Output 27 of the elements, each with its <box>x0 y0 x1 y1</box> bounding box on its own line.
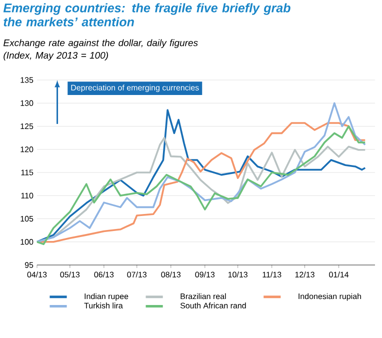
chart-title: Emerging countries: the fragile five briefly grab the markets’ attention <box>3 3 290 26</box>
y-tick-label: 105 <box>20 216 34 222</box>
y-tick-label: 130 <box>20 100 34 106</box>
x-tick-label: 05/13 <box>60 272 80 278</box>
x-tick-label: 01/14 <box>329 272 349 278</box>
x-tick-label: 08/13 <box>161 272 181 278</box>
x-tick-label: 11/13 <box>262 272 282 278</box>
y-tick-label: 135 <box>20 77 34 83</box>
y-tick-label: 115 <box>21 170 34 176</box>
x-tick-label: 10/13 <box>228 272 248 278</box>
y-tick-label: 95 <box>24 262 34 268</box>
chart-subtitle: Exchange rate against the dollar, daily figures (Index, May 2013 = 100) <box>4 39 198 61</box>
x-tick-label: 04/13 <box>27 272 47 278</box>
y-tick-label: 125 <box>20 123 34 130</box>
x-tick-label: 09/13 <box>195 272 215 278</box>
legend-label: Indonesian rupiah <box>298 293 361 301</box>
y-tick-label: 120 <box>20 146 34 152</box>
x-tick-label: 07/13 <box>127 272 147 278</box>
legend-label: Turkish lira <box>84 302 123 308</box>
x-tick-label: 06/13 <box>94 272 114 278</box>
annotation: Depreciation of emerging currencies <box>71 84 199 92</box>
y-tick-label: 110 <box>21 192 34 198</box>
x-tick-label: 12/13 <box>295 272 314 278</box>
legend-label: Indian rupee <box>84 293 128 301</box>
legend-label: Brazilian real <box>180 293 226 300</box>
legend-label: South African rand <box>180 302 246 308</box>
y-tick-label: 100 <box>20 239 34 245</box>
